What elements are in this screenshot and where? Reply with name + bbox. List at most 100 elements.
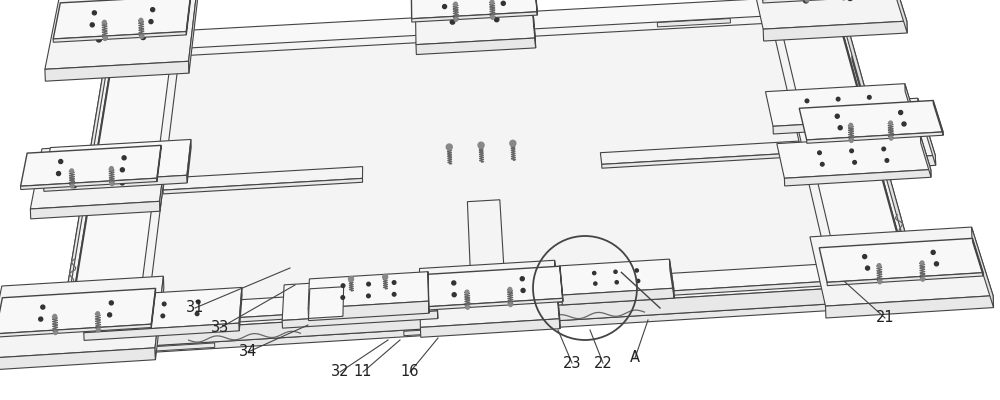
Polygon shape — [73, 58, 171, 301]
Polygon shape — [308, 301, 429, 321]
Circle shape — [889, 136, 893, 140]
Polygon shape — [151, 288, 156, 328]
Circle shape — [117, 154, 121, 157]
Polygon shape — [163, 178, 363, 194]
Polygon shape — [21, 145, 161, 186]
Polygon shape — [467, 200, 505, 290]
Circle shape — [443, 4, 447, 8]
Circle shape — [921, 278, 924, 281]
Circle shape — [805, 0, 809, 2]
Polygon shape — [45, 0, 197, 69]
Circle shape — [53, 314, 57, 318]
Circle shape — [494, 17, 499, 22]
Circle shape — [926, 271, 931, 276]
Polygon shape — [419, 260, 560, 328]
Circle shape — [513, 299, 517, 303]
Circle shape — [866, 266, 870, 270]
Circle shape — [110, 167, 113, 170]
Circle shape — [446, 144, 452, 150]
Text: 23: 23 — [563, 356, 581, 370]
Circle shape — [90, 23, 94, 27]
Polygon shape — [404, 326, 490, 336]
Circle shape — [850, 149, 853, 153]
Circle shape — [902, 122, 906, 126]
Circle shape — [931, 250, 935, 254]
Circle shape — [110, 182, 114, 186]
Polygon shape — [534, 0, 537, 15]
Polygon shape — [60, 298, 920, 358]
Circle shape — [849, 123, 853, 127]
Polygon shape — [102, 278, 875, 330]
Text: 31: 31 — [186, 300, 204, 316]
Circle shape — [853, 160, 856, 164]
Polygon shape — [155, 276, 164, 360]
Polygon shape — [59, 260, 919, 336]
Text: 16: 16 — [401, 364, 419, 380]
Text: 33: 33 — [211, 320, 229, 336]
Polygon shape — [53, 32, 186, 42]
Circle shape — [39, 317, 43, 321]
Circle shape — [820, 162, 824, 166]
Circle shape — [511, 281, 516, 286]
Polygon shape — [852, 56, 860, 89]
Circle shape — [889, 121, 892, 125]
Polygon shape — [885, 0, 907, 33]
Circle shape — [466, 306, 469, 309]
Circle shape — [450, 2, 454, 6]
Circle shape — [510, 140, 516, 146]
Polygon shape — [559, 259, 674, 295]
Polygon shape — [780, 21, 903, 254]
Polygon shape — [415, 266, 563, 308]
Polygon shape — [160, 142, 167, 211]
Circle shape — [392, 292, 396, 296]
Circle shape — [615, 281, 618, 284]
Polygon shape — [163, 166, 363, 190]
Circle shape — [97, 328, 100, 332]
Polygon shape — [84, 323, 239, 340]
Polygon shape — [415, 0, 535, 45]
Circle shape — [594, 282, 597, 285]
Circle shape — [120, 180, 124, 185]
Polygon shape — [918, 98, 936, 165]
Circle shape — [57, 172, 61, 176]
Circle shape — [358, 302, 362, 306]
Circle shape — [805, 99, 809, 103]
Circle shape — [871, 107, 874, 110]
Polygon shape — [793, 98, 935, 163]
Circle shape — [70, 169, 73, 172]
Circle shape — [878, 280, 882, 284]
Circle shape — [127, 316, 130, 320]
Circle shape — [452, 293, 456, 297]
Circle shape — [103, 20, 106, 24]
Circle shape — [54, 331, 57, 334]
Polygon shape — [53, 0, 191, 39]
Polygon shape — [471, 288, 505, 294]
Circle shape — [99, 322, 104, 327]
Polygon shape — [748, 0, 907, 29]
Circle shape — [128, 304, 132, 308]
Polygon shape — [920, 135, 931, 177]
Circle shape — [141, 34, 146, 40]
Polygon shape — [63, 60, 106, 327]
Circle shape — [75, 165, 80, 170]
Circle shape — [108, 313, 112, 317]
Polygon shape — [972, 238, 983, 276]
Circle shape — [899, 110, 903, 114]
Circle shape — [92, 11, 96, 15]
Polygon shape — [600, 141, 801, 164]
Text: 32: 32 — [331, 364, 349, 380]
Circle shape — [84, 168, 87, 171]
Polygon shape — [187, 140, 191, 183]
Circle shape — [465, 290, 469, 294]
Circle shape — [383, 274, 388, 280]
Circle shape — [151, 8, 155, 12]
Polygon shape — [60, 11, 920, 351]
Polygon shape — [129, 343, 215, 353]
Polygon shape — [428, 272, 429, 313]
Polygon shape — [0, 276, 163, 358]
Polygon shape — [63, 56, 179, 312]
Circle shape — [161, 314, 165, 318]
Circle shape — [637, 279, 640, 282]
Polygon shape — [846, 19, 913, 276]
Polygon shape — [819, 238, 983, 282]
